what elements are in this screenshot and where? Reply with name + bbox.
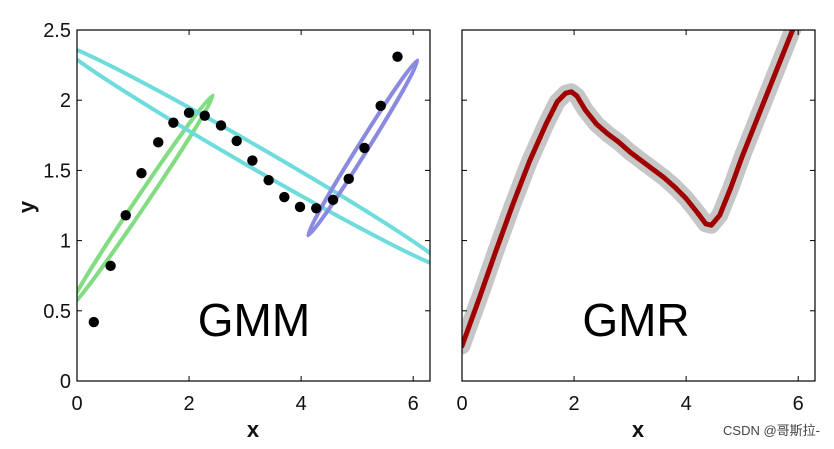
x-tick-label: 6 [408,393,419,415]
x-tick-label: 2 [569,393,580,415]
x-tick-label: 6 [793,393,804,415]
gaussian-ellipse-2 [77,43,430,270]
x-axis-ticks-left: 0 2 4 6 [71,30,419,415]
data-point [168,117,179,128]
data-point [327,194,339,206]
data-point [294,201,306,213]
gmm-annotation: GMM [198,294,310,346]
x-tick-label: 0 [456,393,467,415]
data-point [153,137,164,148]
y-tick-label: 2 [60,90,71,112]
x-tick-label: 0 [71,393,82,415]
x-axis-label-left: x [247,417,260,442]
x-tick-label: 2 [184,393,195,415]
plot-frame-right [461,29,816,382]
x-tick-label: 4 [296,393,307,415]
x-tick-label: 4 [681,393,692,415]
data-point [263,175,274,186]
gmr-annotation: GMR [582,294,689,346]
watermark: CSDN @哥斯拉- [723,423,820,438]
data-point [231,135,242,147]
data-point [247,155,258,166]
y-axis-label: y [14,200,39,213]
data-point [215,120,227,131]
data-point [199,110,210,121]
gmr-panel: 0 2 4 6 x GMR [456,29,816,442]
y-tick-label: 0 [60,371,71,393]
y-tick-label: 1.5 [43,160,71,182]
data-points [88,51,403,328]
y-axis-ticks-right [462,29,815,382]
x-axis-ticks-right: 0 2 4 6 [456,30,804,415]
gaussian-ellipse-1 [77,93,215,310]
data-point [392,51,403,62]
y-axis-ticks-left: 0 0.5 1 1.5 2 2.5 [43,20,430,393]
data-point [183,107,195,119]
y-tick-label: 1 [60,231,71,253]
y-tick-label: 2.5 [43,20,71,42]
data-point [311,203,322,214]
data-point [105,260,116,272]
gmr-regression-line [462,30,796,349]
y-tick-label: 0.5 [43,301,71,323]
data-point [279,191,290,203]
data-point [359,142,370,154]
data-point [136,168,147,179]
plot-frame-left [76,29,431,382]
data-point [120,210,131,221]
data-point [88,316,100,328]
x-axis-label-right: x [632,417,645,442]
data-point [343,173,354,185]
gaussian-ellipses [77,43,430,310]
gmm-panel: 0 2 4 6 0 0.5 1 1.5 2 2.5 x y GMM [14,20,431,442]
data-point [375,100,386,112]
